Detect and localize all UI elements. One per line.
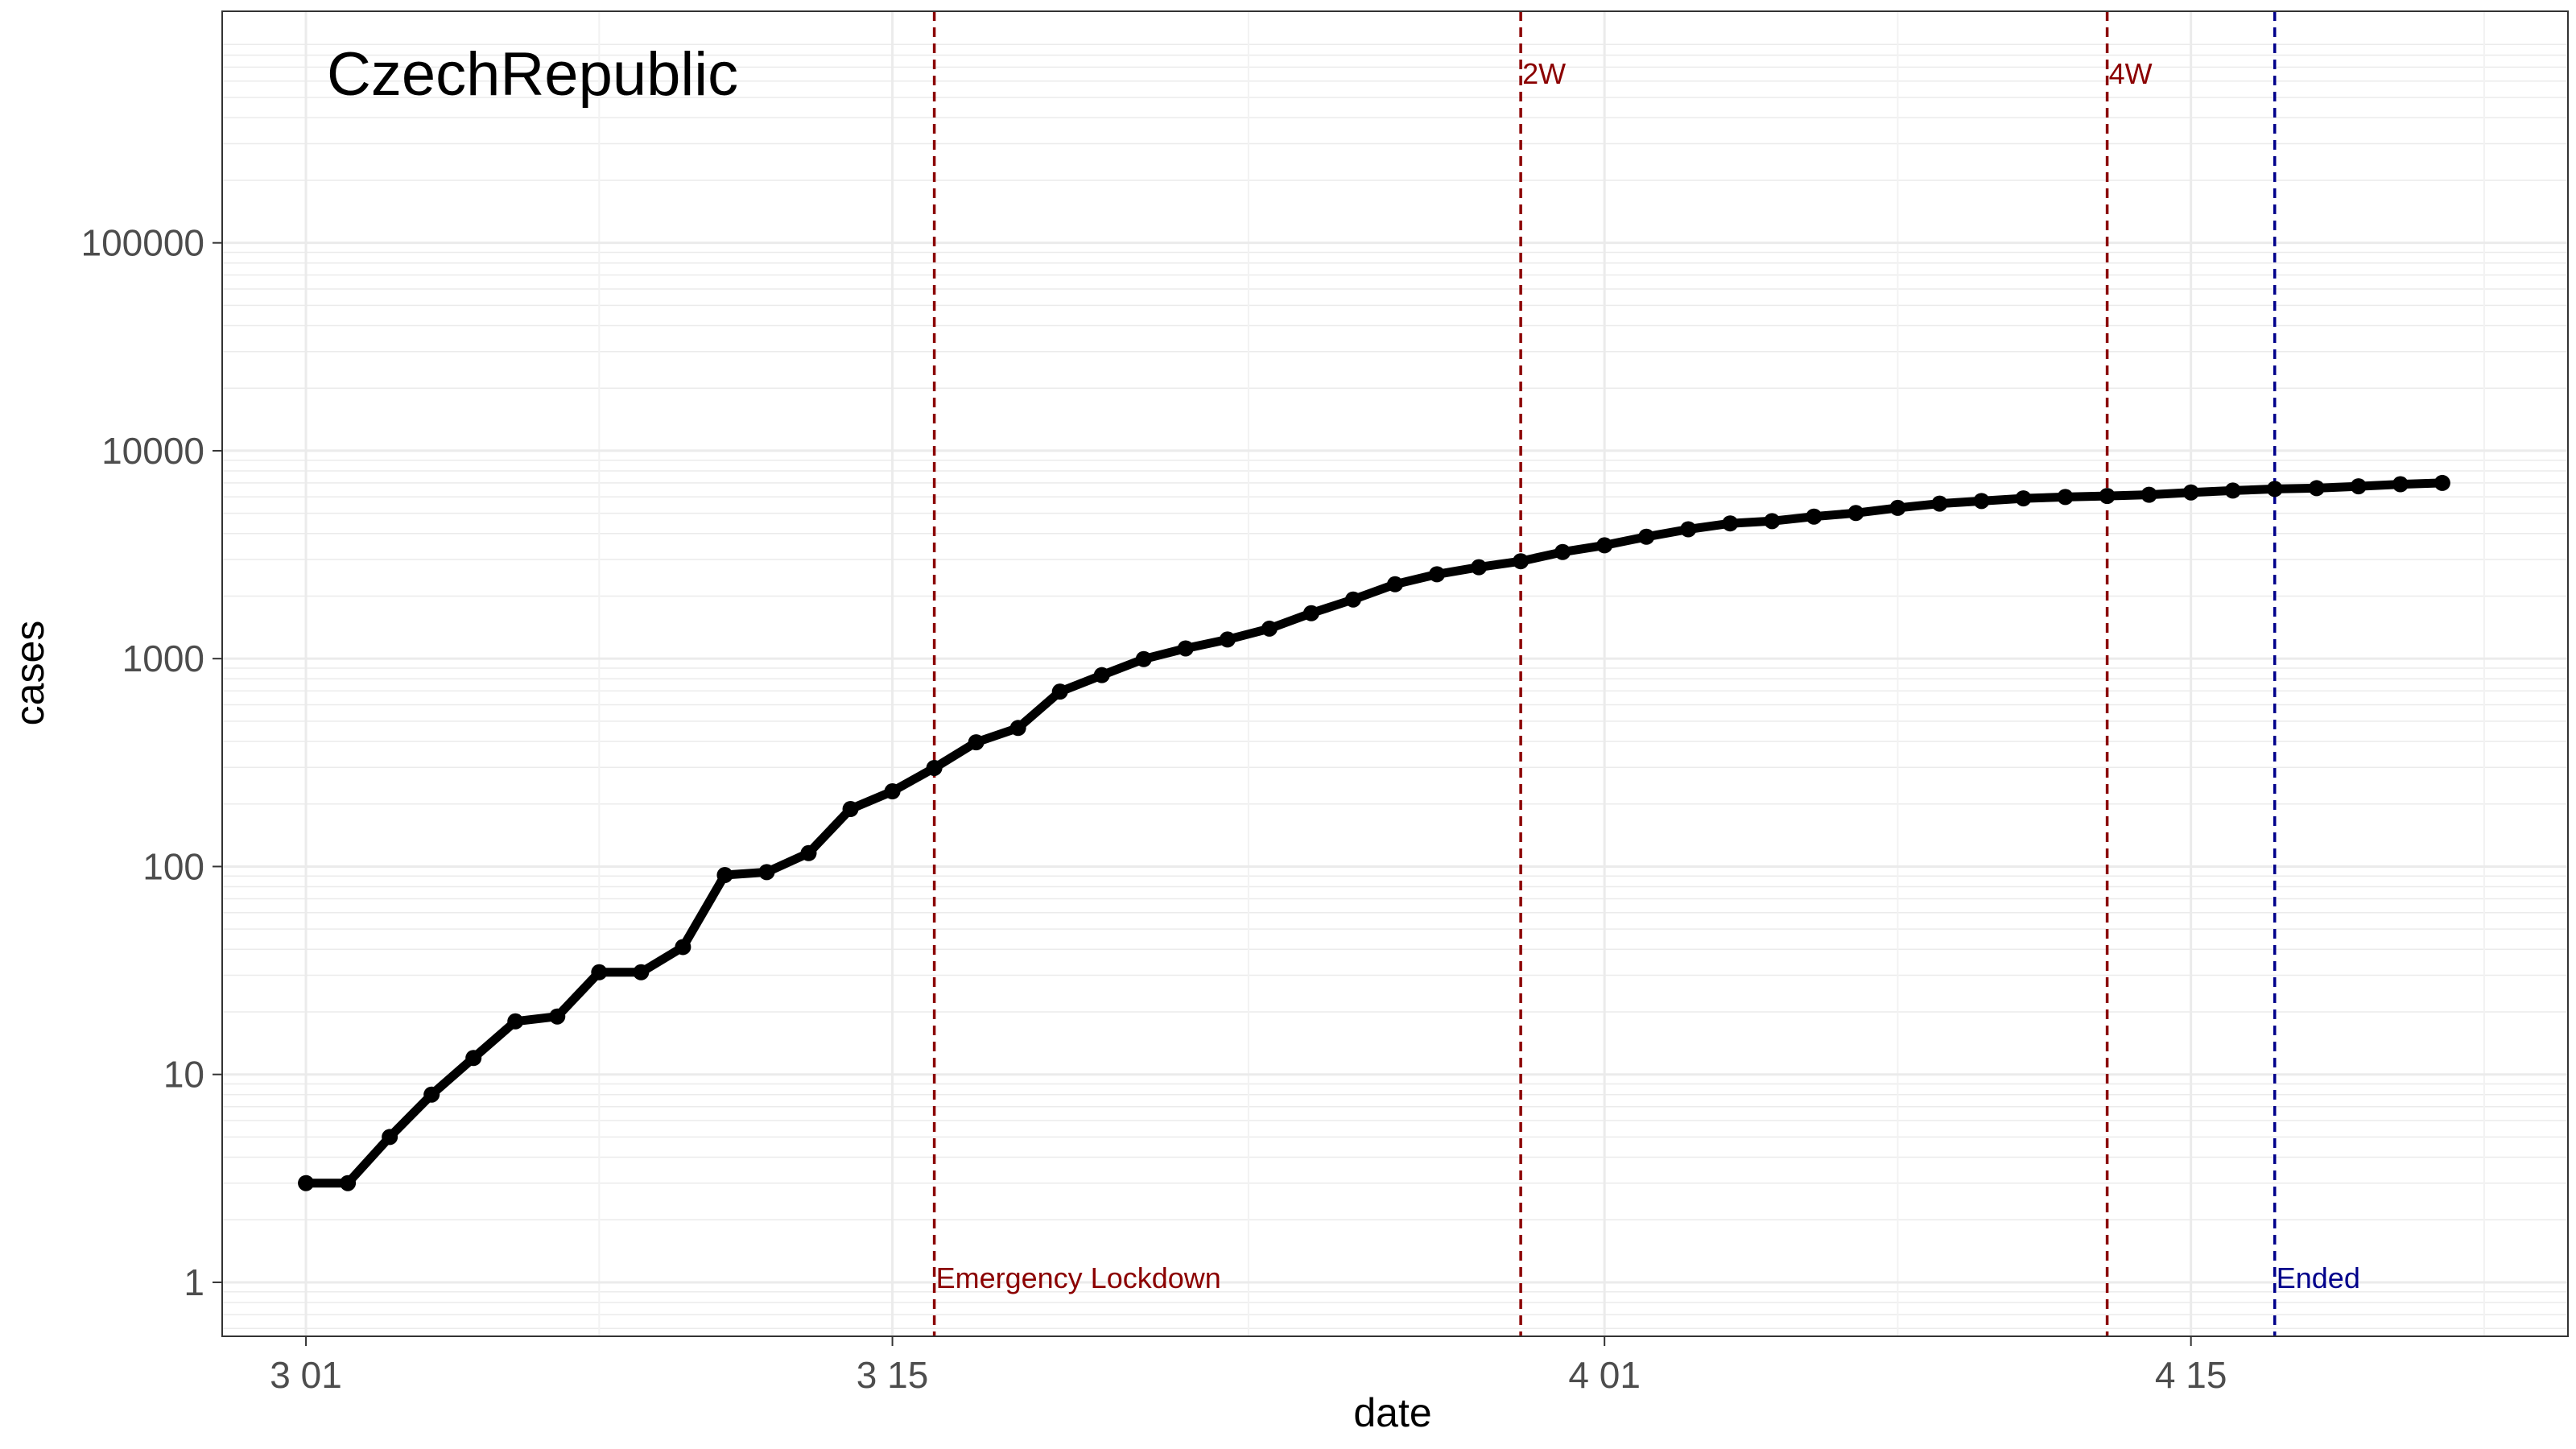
data-point [423, 1086, 440, 1103]
data-point [465, 1050, 482, 1067]
y-tick-label: 1 [184, 1261, 204, 1303]
y-axis: 1 10 100 1000 10000 100000 [81, 222, 222, 1303]
data-point [1009, 720, 1026, 737]
event-labels: Emergency Lockdown 2W 4W Ended [936, 57, 2360, 1294]
data-point [1471, 559, 1488, 576]
data-point [1680, 521, 1697, 538]
data-point [1344, 591, 1361, 608]
event-label: 4W [2109, 57, 2153, 90]
data-point [1931, 495, 1948, 512]
data-point [2140, 486, 2157, 503]
data-point [926, 759, 943, 776]
event-label: 2W [1522, 57, 1566, 90]
event-label: Emergency Lockdown [936, 1261, 1221, 1294]
data-point [298, 1174, 315, 1191]
data-point [1513, 553, 1530, 570]
major-grid [222, 11, 2568, 1336]
data-point [1596, 537, 1613, 554]
data-point [2099, 488, 2116, 505]
data-point [2057, 489, 2074, 506]
panel-border [221, 10, 2569, 1337]
data-point [968, 734, 985, 751]
event-label: Ended [2277, 1261, 2360, 1294]
y-tick-label: 100 [142, 845, 204, 887]
x-tick-label: 4 15 [2155, 1354, 2227, 1396]
data-point [675, 939, 691, 956]
data-point [842, 801, 859, 818]
data-point [549, 1008, 566, 1025]
data-point [340, 1174, 357, 1191]
data-point [1051, 683, 1068, 700]
data-point [1973, 493, 1990, 510]
data-point [1722, 515, 1739, 532]
x-tick-label: 3 15 [857, 1354, 929, 1396]
data-point [884, 783, 901, 800]
data-point [716, 867, 733, 884]
data-point [1889, 499, 1906, 516]
data-point [633, 964, 650, 980]
data-point [1387, 576, 1403, 592]
data-point [2308, 480, 2325, 497]
series-line [301, 478, 2447, 1188]
data-point [591, 964, 608, 980]
data-point [1261, 620, 1278, 637]
data-point [1177, 640, 1194, 657]
chart-title: CzechRepublic [327, 40, 738, 109]
data-point [1135, 650, 1152, 667]
data-point [382, 1129, 398, 1146]
data-point [1302, 605, 1319, 621]
data-point [2434, 474, 2450, 491]
x-tick-label: 4 01 [1568, 1354, 1641, 1396]
data-point [800, 844, 817, 861]
x-axis-title: date [1353, 1390, 1431, 1435]
data-point [758, 864, 775, 881]
y-tick-label: 10 [163, 1054, 204, 1096]
y-tick-label: 1000 [122, 638, 204, 679]
data-point [507, 1013, 524, 1030]
data-point [2350, 478, 2367, 495]
x-tick-label: 3 01 [270, 1354, 342, 1396]
y-axis-title: cases [7, 621, 52, 726]
data-point [2224, 482, 2241, 499]
x-axis: 3 01 3 15 4 01 4 15 [270, 1336, 2227, 1396]
data-point [1847, 505, 1864, 522]
data-point [1429, 566, 1446, 583]
y-tick-label: 100000 [81, 222, 205, 264]
data-point [2015, 490, 2032, 507]
data-point [1093, 667, 1110, 683]
minor-grid [222, 11, 2568, 1336]
event-lines [932, 11, 2277, 1336]
data-point [1764, 513, 1781, 530]
data-point [1638, 528, 1655, 545]
data-point [1219, 631, 1236, 648]
data-point [2266, 481, 2283, 497]
data-point [2182, 484, 2199, 501]
y-tick-label: 10000 [101, 430, 204, 472]
data-point [1554, 543, 1571, 560]
data-point [2392, 476, 2409, 493]
series-points [298, 474, 2450, 1191]
data-point [1806, 508, 1823, 525]
